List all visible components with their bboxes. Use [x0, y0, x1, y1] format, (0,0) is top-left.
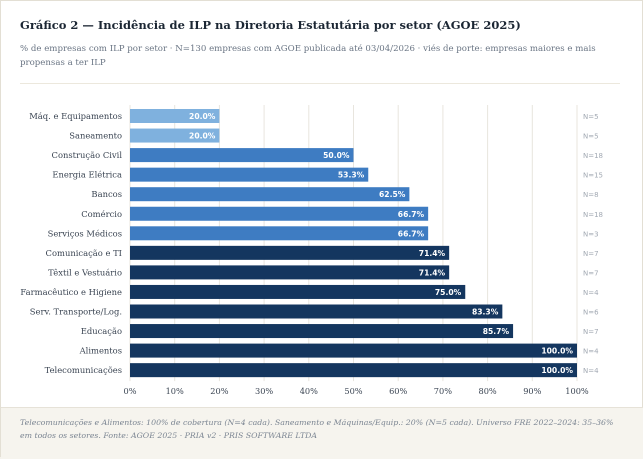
- x-tick-label: 50%: [344, 386, 362, 396]
- bar-value-label: 50.0%: [323, 151, 350, 160]
- x-tick-label: 40%: [300, 386, 318, 396]
- x-tick-label: 30%: [255, 386, 273, 396]
- bar: [130, 128, 220, 143]
- bar-value-label: 75.0%: [435, 288, 462, 297]
- category-label: Educação: [81, 326, 122, 336]
- bar-value-label: 20.0%: [189, 132, 216, 141]
- sample-size-label: N=18: [583, 211, 603, 219]
- x-tick-label: 70%: [434, 386, 452, 396]
- bar: [130, 343, 577, 358]
- bar-value-label: 53.3%: [338, 171, 365, 180]
- x-tick-label: 10%: [166, 386, 184, 396]
- sample-size-label: N=5: [583, 113, 599, 121]
- category-label: Serv. Transporte/Log.: [30, 307, 122, 317]
- bar: [130, 167, 369, 182]
- category-label: Serviços Médicos: [48, 228, 122, 238]
- footer-note: Telecomunicações e Alimentos: 100% de co…: [20, 418, 614, 440]
- sample-size-label: N=15: [583, 172, 603, 180]
- divider: [20, 83, 620, 84]
- x-tick-label: 90%: [523, 386, 541, 396]
- bar-value-label: 66.7%: [398, 210, 425, 219]
- category-label: Saneamento: [69, 131, 122, 141]
- bar: [130, 226, 429, 241]
- bar-value-label: 85.7%: [483, 327, 510, 336]
- category-label: Comunicação e TI: [46, 248, 122, 258]
- x-tick-label: 80%: [478, 386, 496, 396]
- bar-value-label: 66.7%: [398, 229, 425, 238]
- bar: [130, 245, 450, 260]
- category-label: Farmacêutico e Higiene: [20, 287, 122, 297]
- category-label: Energia Elétrica: [52, 170, 122, 180]
- sample-size-label: N=7: [583, 250, 599, 258]
- sample-size-label: N=5: [583, 133, 599, 141]
- category-label: Alimentos: [79, 346, 122, 356]
- chart-title: Gráfico 2 — Incidência de ILP na Diretor…: [20, 18, 521, 32]
- bar: [130, 148, 354, 163]
- bar-value-label: 62.5%: [379, 190, 406, 199]
- sample-size-label: N=4: [583, 367, 599, 375]
- x-tick-label: 20%: [210, 386, 228, 396]
- bar-value-label: 100.0%: [541, 347, 573, 356]
- bar: [130, 109, 220, 123]
- bar: [130, 265, 450, 280]
- sample-size-label: N=4: [583, 348, 599, 356]
- bar-value-label: 100.0%: [541, 366, 573, 375]
- x-tick-label: 60%: [389, 386, 407, 396]
- sample-size-label: N=7: [583, 328, 599, 336]
- category-label: Construção Civil: [52, 150, 123, 160]
- sample-size-label: N=3: [583, 230, 599, 238]
- bar-value-label: 71.4%: [419, 268, 446, 277]
- bar-chart: 0% 10% 20% 30% 40% 50% 60% 70% 80% 90% 100% Máq. e …: [20, 105, 603, 396]
- category-label: Têxtil e Vestuário: [48, 267, 122, 277]
- bar: [130, 363, 577, 378]
- bar: [130, 206, 429, 221]
- sample-size-label: N=7: [583, 269, 599, 277]
- sample-size-label: N=6: [583, 309, 599, 317]
- bar-value-label: 83.3%: [472, 308, 499, 317]
- bar: [130, 187, 410, 202]
- x-tick-label: 0%: [124, 386, 137, 396]
- sample-size-label: N=18: [583, 152, 603, 160]
- bar: [130, 324, 514, 339]
- bar: [130, 304, 503, 319]
- chart-footer: Telecomunicações e Alimentos: 100% de co…: [1, 407, 643, 459]
- category-label: Comércio: [81, 209, 122, 219]
- category-label: Máq. e Equipamentos: [29, 111, 122, 121]
- sample-size-label: N=4: [583, 289, 599, 297]
- bar-value-label: 71.4%: [419, 249, 446, 258]
- sample-size-label: N=8: [583, 191, 599, 199]
- bar-value-label: 20.0%: [189, 112, 216, 121]
- x-tick-label: 100%: [565, 386, 589, 396]
- bar: [130, 284, 466, 299]
- category-label: Telecomunicações: [45, 365, 122, 375]
- chart-subtitle: % de empresas com ILP por setor · N=130 …: [20, 44, 596, 68]
- category-label: Bancos: [91, 189, 122, 199]
